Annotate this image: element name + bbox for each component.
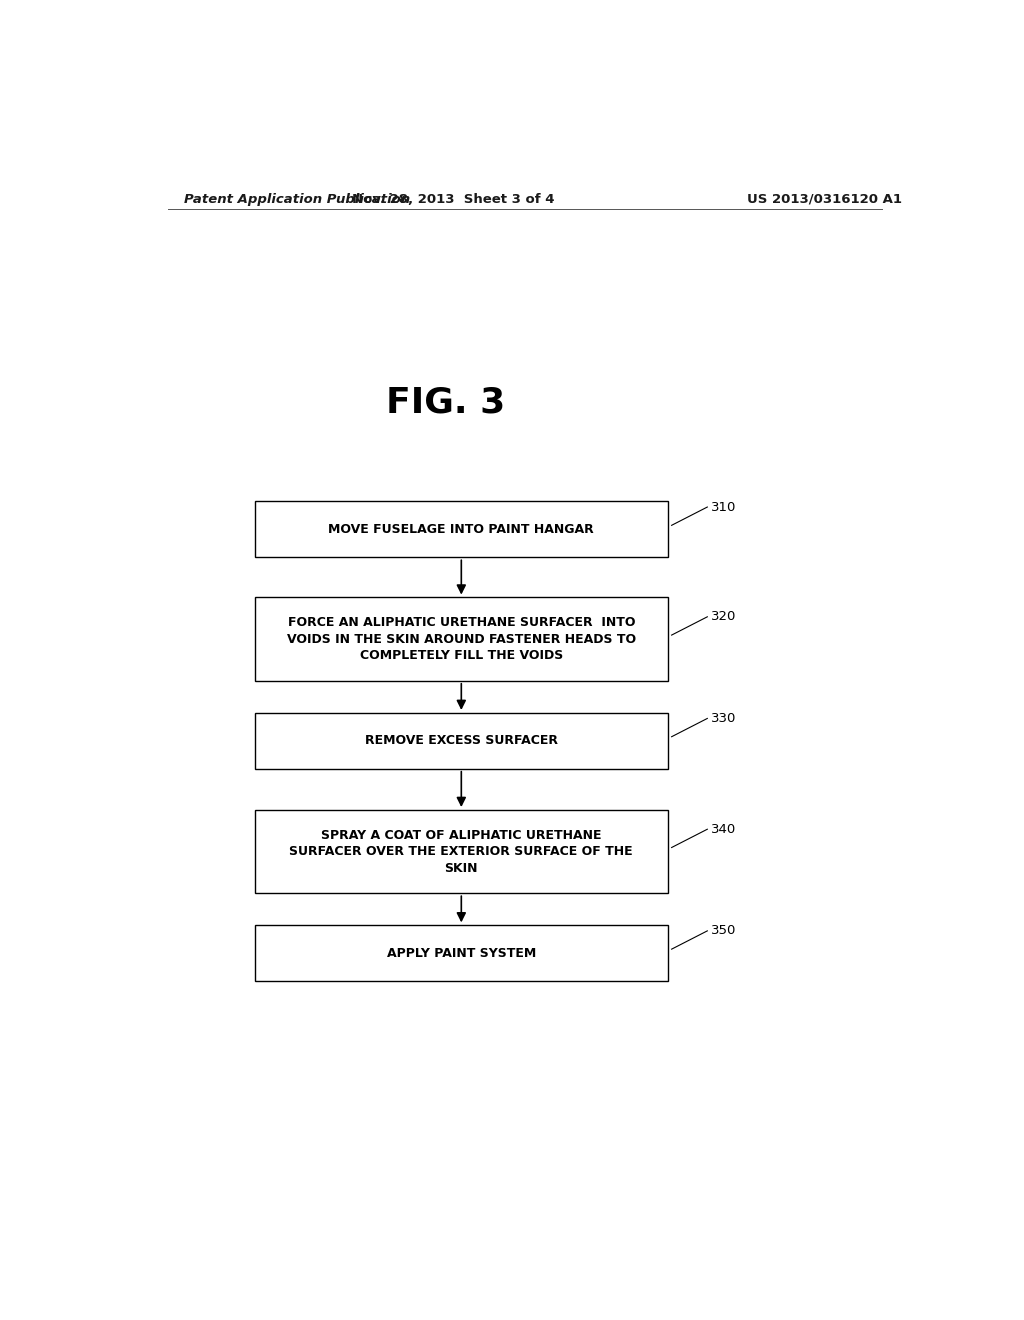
Text: SPRAY A COAT OF ALIPHATIC URETHANE
SURFACER OVER THE EXTERIOR SURFACE OF THE
SKI: SPRAY A COAT OF ALIPHATIC URETHANE SURFA… bbox=[290, 829, 633, 875]
Text: APPLY PAINT SYSTEM: APPLY PAINT SYSTEM bbox=[387, 946, 536, 960]
Text: 340: 340 bbox=[712, 822, 736, 836]
Text: REMOVE EXCESS SURFACER: REMOVE EXCESS SURFACER bbox=[365, 734, 558, 747]
Text: 320: 320 bbox=[712, 610, 736, 623]
Text: FORCE AN ALIPHATIC URETHANE SURFACER  INTO
VOIDS IN THE SKIN AROUND FASTENER HEA: FORCE AN ALIPHATIC URETHANE SURFACER INT… bbox=[287, 616, 636, 663]
Bar bbox=[255, 502, 668, 557]
Text: MOVE FUSELAGE INTO PAINT HANGAR: MOVE FUSELAGE INTO PAINT HANGAR bbox=[329, 523, 594, 536]
Text: US 2013/0316120 A1: US 2013/0316120 A1 bbox=[748, 193, 902, 206]
Bar bbox=[255, 925, 668, 981]
Text: 350: 350 bbox=[712, 924, 736, 937]
Bar bbox=[255, 713, 668, 768]
Text: 310: 310 bbox=[712, 500, 736, 513]
Text: Nov. 28, 2013  Sheet 3 of 4: Nov. 28, 2013 Sheet 3 of 4 bbox=[352, 193, 555, 206]
Text: FIG. 3: FIG. 3 bbox=[386, 385, 505, 420]
Text: 330: 330 bbox=[712, 711, 736, 725]
Text: Patent Application Publication: Patent Application Publication bbox=[183, 193, 410, 206]
Bar bbox=[255, 598, 668, 681]
Bar bbox=[255, 810, 668, 894]
